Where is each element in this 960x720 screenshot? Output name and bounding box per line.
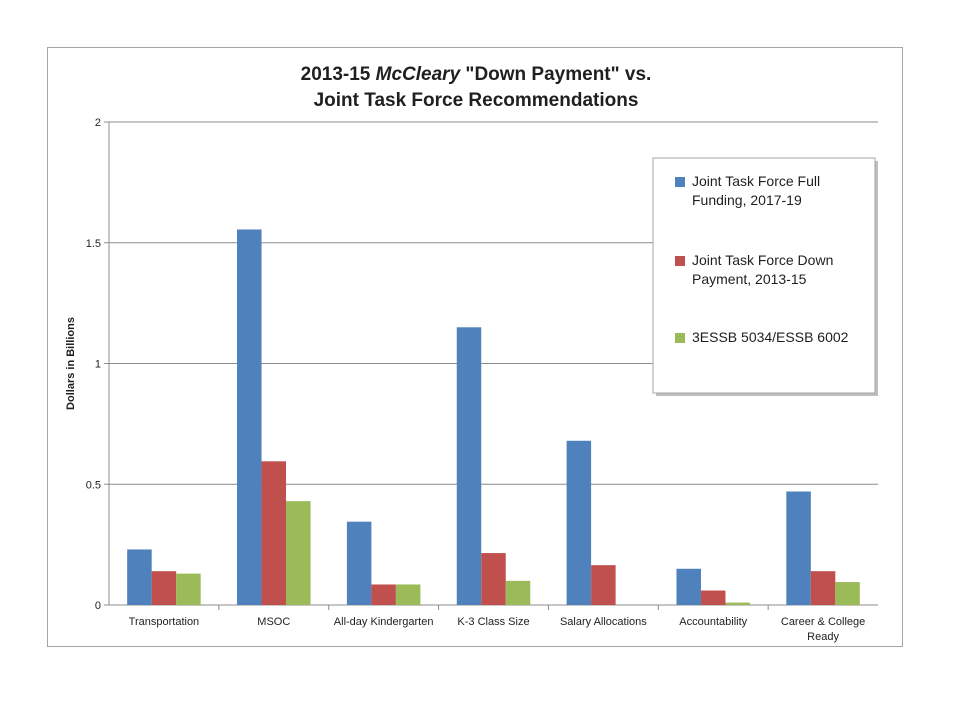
x-tick-label: Ready xyxy=(807,631,839,643)
x-tick-label: MSOC xyxy=(257,616,290,628)
bar xyxy=(566,440,592,605)
y-tick-label: 1 xyxy=(95,359,101,371)
y-tick-label: 0 xyxy=(95,600,101,612)
legend-swatch xyxy=(675,256,685,266)
x-tick-label: Accountability xyxy=(679,616,747,628)
x-tick-label: Salary Allocations xyxy=(560,616,647,628)
legend-label: Payment, 2013-15 xyxy=(692,271,807,287)
legend-label: 3ESSB 5034/ESSB 6002 xyxy=(692,329,849,345)
legend-swatch xyxy=(675,333,685,343)
bar xyxy=(371,584,396,605)
x-tick-label: Career & College xyxy=(781,616,865,628)
bar xyxy=(346,521,372,605)
bar xyxy=(261,461,287,605)
legend-label: Joint Task Force Full xyxy=(692,173,820,189)
bar xyxy=(176,573,201,605)
y-axis-label: Dollars in Billions xyxy=(65,317,77,410)
bar xyxy=(700,590,726,605)
legend-label: Funding, 2017-19 xyxy=(692,192,802,208)
bar xyxy=(505,580,531,605)
bar-chart: 2013-15 McCleary "Down Payment" vs. Joint… xyxy=(65,64,878,643)
bar xyxy=(456,327,482,605)
chart-title-line-2: Joint Task Force Recommendations xyxy=(314,90,639,111)
bar xyxy=(481,553,506,605)
bar xyxy=(676,568,701,605)
legend xyxy=(652,157,876,394)
bar xyxy=(395,584,421,605)
chart-frame: 2013-15 McCleary "Down Payment" vs. Joint… xyxy=(47,47,903,647)
x-tick-label: All-day Kindergarten xyxy=(334,616,434,628)
y-tick-label: 2 xyxy=(95,117,101,129)
legend-label: Joint Task Force Down xyxy=(692,252,833,268)
chart-title-line-1: 2013-15 McCleary "Down Payment" vs. xyxy=(301,64,652,85)
bar xyxy=(725,602,750,605)
bar xyxy=(237,229,262,605)
y-tick-label: 0.5 xyxy=(86,479,101,491)
bar xyxy=(151,571,177,605)
bar xyxy=(591,565,616,605)
bar xyxy=(127,549,152,605)
bar xyxy=(286,501,311,605)
bar xyxy=(810,571,836,605)
bar xyxy=(786,491,811,605)
x-tick-label: Transportation xyxy=(129,616,200,628)
y-tick-label: 1.5 xyxy=(86,238,101,250)
x-tick-label: K-3 Class Size xyxy=(457,616,529,628)
legend-swatch xyxy=(675,177,685,187)
bar xyxy=(835,582,860,605)
